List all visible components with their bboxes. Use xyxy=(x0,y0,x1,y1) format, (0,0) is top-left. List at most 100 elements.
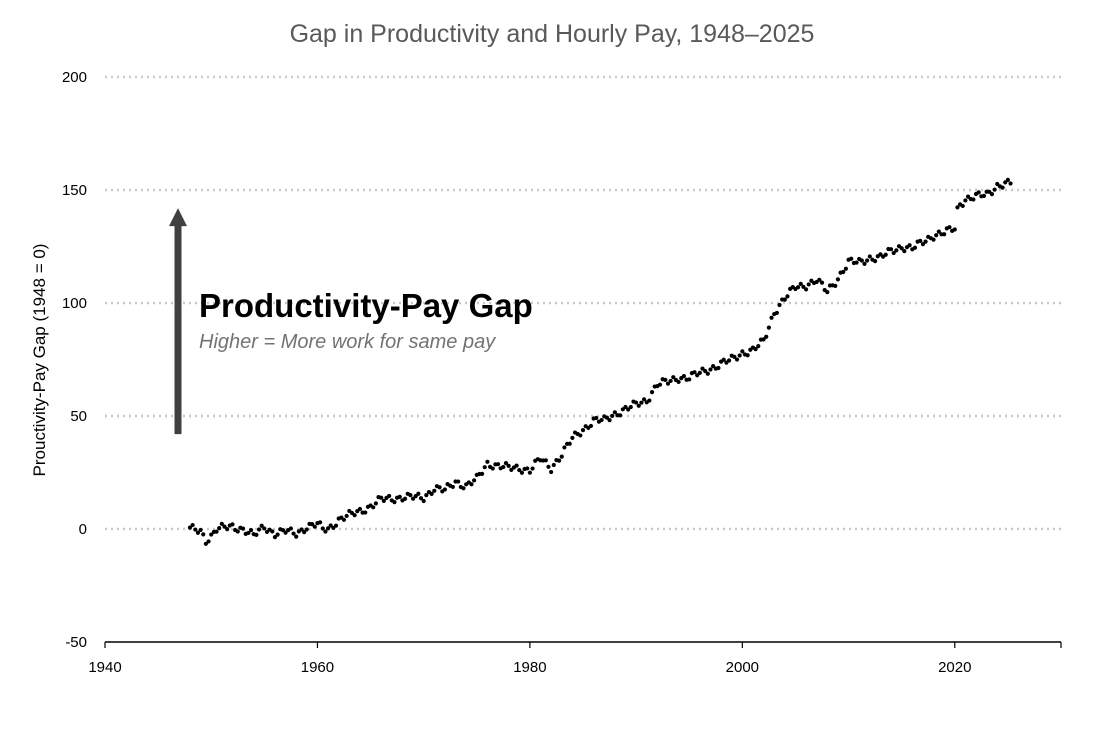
data-point xyxy=(424,493,429,498)
data-point xyxy=(711,364,716,369)
data-point xyxy=(641,397,647,402)
data-point xyxy=(604,415,610,420)
data-point xyxy=(912,245,918,250)
x-tick-label: 2020 xyxy=(938,659,971,676)
data-point xyxy=(578,433,583,438)
data-point xyxy=(766,325,771,330)
data-point xyxy=(769,315,774,320)
data-point xyxy=(960,203,965,209)
data-point xyxy=(610,413,615,418)
data-point xyxy=(695,373,700,378)
data-point xyxy=(801,284,806,289)
data-point xyxy=(803,287,809,292)
data-point xyxy=(756,343,761,349)
data-point xyxy=(671,375,676,380)
data-point xyxy=(947,225,952,230)
data-point xyxy=(275,532,280,537)
data-point xyxy=(745,353,750,358)
data-point xyxy=(732,354,737,359)
data-point xyxy=(482,465,487,470)
data-point xyxy=(796,285,801,290)
data-point xyxy=(495,462,501,467)
data-point xyxy=(942,232,947,237)
data-point xyxy=(432,488,437,493)
data-point xyxy=(726,358,732,363)
data-point xyxy=(559,454,564,459)
data-point xyxy=(883,252,888,257)
data-point xyxy=(923,239,928,244)
data-point xyxy=(341,517,347,522)
y-tick-label: 100 xyxy=(62,295,87,312)
data-point xyxy=(992,187,997,192)
data-point xyxy=(936,229,941,234)
data-point xyxy=(206,539,211,544)
data-point xyxy=(963,198,968,203)
x-tick-label: 1940 xyxy=(88,659,121,676)
data-point xyxy=(774,310,779,316)
data-point xyxy=(416,491,421,496)
data-point xyxy=(198,527,203,533)
data-point xyxy=(1000,185,1005,190)
data-point xyxy=(867,254,872,259)
data-point xyxy=(254,532,259,538)
data-point xyxy=(697,370,702,375)
data-point xyxy=(636,403,641,408)
data-point xyxy=(246,530,251,536)
data-point xyxy=(989,192,995,197)
data-point xyxy=(665,381,671,386)
data-point xyxy=(418,496,424,501)
data-point xyxy=(562,445,567,450)
data-point xyxy=(854,260,859,265)
data-point xyxy=(525,466,530,471)
data-point xyxy=(918,238,923,243)
data-point xyxy=(934,233,939,238)
y-tick-label: 150 xyxy=(62,182,87,199)
y-tick-label: -50 xyxy=(65,634,87,651)
data-point xyxy=(219,521,224,526)
data-point xyxy=(859,258,864,263)
data-point xyxy=(549,469,554,475)
data-point xyxy=(517,467,522,473)
data-point xyxy=(363,510,368,515)
data-point xyxy=(437,485,442,490)
data-point xyxy=(201,532,206,537)
data-point xyxy=(530,466,535,471)
data-point xyxy=(230,522,235,527)
data-point xyxy=(623,404,628,410)
data-point xyxy=(588,423,594,429)
data-point xyxy=(708,367,713,372)
data-point xyxy=(626,407,631,412)
y-axis-label: Prouctivity-Pay Gap (1948 = 0) xyxy=(30,244,49,477)
data-point xyxy=(849,256,854,261)
data-point xyxy=(546,464,551,469)
data-point xyxy=(835,277,841,282)
x-tick-label: 2000 xyxy=(726,659,759,676)
data-point xyxy=(894,248,899,253)
annotation-subtitle: Higher = More work for same pay xyxy=(199,331,496,353)
data-point xyxy=(421,498,426,504)
data-point xyxy=(902,249,907,254)
data-point xyxy=(543,458,548,463)
data-point xyxy=(761,337,766,342)
data-point xyxy=(649,390,655,395)
data-point xyxy=(594,415,599,421)
data-point xyxy=(806,282,811,287)
data-point xyxy=(325,526,331,531)
y-tick-label: 50 xyxy=(70,408,87,425)
data-point xyxy=(333,523,339,528)
data-point xyxy=(891,250,896,256)
data-point xyxy=(259,523,264,528)
data-point xyxy=(692,370,697,375)
data-point xyxy=(955,205,960,210)
data-point xyxy=(1003,180,1008,185)
data-point xyxy=(618,413,623,418)
data-point xyxy=(288,526,293,531)
data-point xyxy=(737,353,742,358)
data-point xyxy=(798,281,803,286)
data-point xyxy=(865,258,870,263)
data-point xyxy=(485,459,490,464)
data-point xyxy=(291,531,296,536)
data-point xyxy=(214,529,219,534)
data-point xyxy=(721,357,726,362)
data-point xyxy=(612,410,617,415)
